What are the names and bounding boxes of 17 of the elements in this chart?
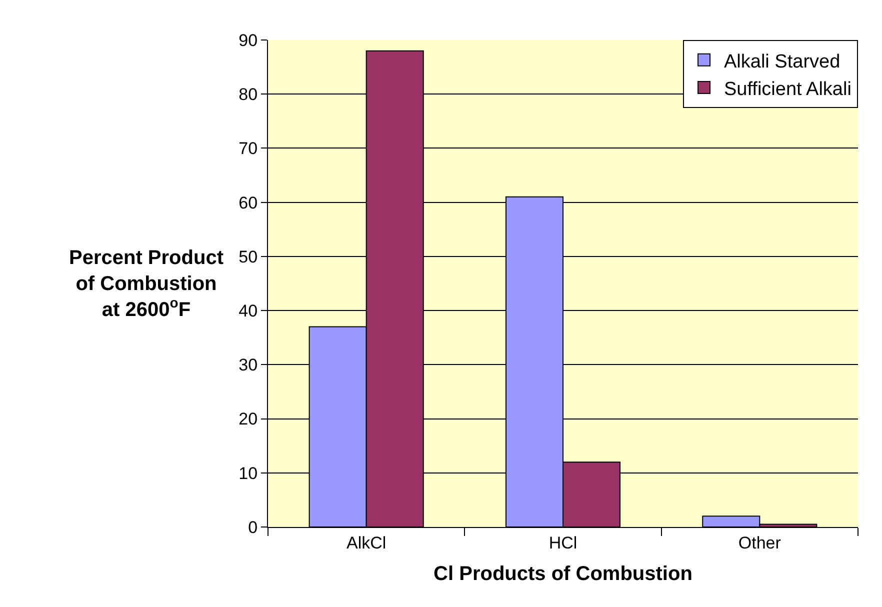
y-tick-label: 60 [238, 193, 258, 212]
y-tick-label: 90 [238, 30, 258, 50]
x-tick-label: AlkCl [346, 533, 386, 552]
legend-label: Sufficient Alkali [724, 78, 852, 100]
legend-label: Alkali Starved [724, 51, 840, 72]
y-tick-label: 80 [238, 85, 258, 104]
y-axis-title: Percent Product of Combustion at 2600$^{o}$F [69, 247, 224, 321]
x-axis-title: Cl Products of Combustion [434, 562, 692, 585]
y-tick-label: 0 [248, 518, 258, 537]
x-tick-label: HCl [548, 533, 578, 552]
x-tick-label: Other [738, 533, 782, 552]
y-tick-label: 70 [238, 139, 258, 158]
y-tick-label: 50 [238, 247, 258, 266]
y-tick-label: 20 [238, 410, 258, 429]
y-tick-label: 30 [238, 356, 258, 375]
y-tick-label: 10 [238, 464, 258, 483]
y-tick-label: 40 [238, 302, 258, 321]
